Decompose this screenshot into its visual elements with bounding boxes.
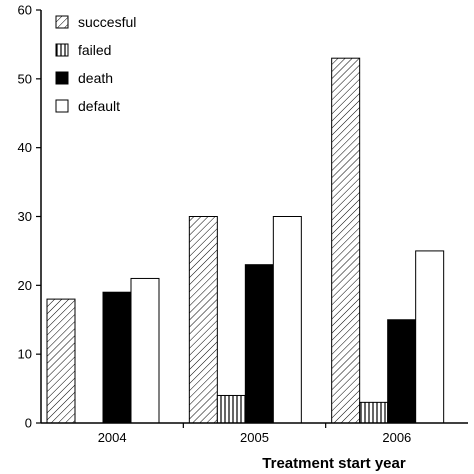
bar-death-2004: [102, 291, 132, 424]
y-axis-ticks: 0 10 20 30 40 50 60: [18, 3, 41, 431]
x-tick-label: 2004: [98, 430, 127, 445]
legend-label-death: death: [78, 70, 113, 86]
legend-swatch-succesful: [55, 15, 69, 29]
y-tick-label: 40: [18, 140, 32, 155]
bar-failed-2006: [359, 401, 389, 424]
legend-swatch-death: [55, 71, 69, 85]
legend-label-default: default: [78, 98, 120, 114]
x-axis-ticks: 2004 2005 2006: [98, 423, 411, 445]
legend-swatch-default: [55, 99, 69, 113]
y-tick-label: 30: [18, 209, 32, 224]
x-tick-label: 2006: [382, 430, 411, 445]
bar-succesful-2006: [331, 57, 361, 424]
bar-succesful-2004: [46, 298, 76, 424]
legend-swatch-failed: [55, 43, 69, 57]
bar-default-2005: [272, 216, 302, 424]
x-tick-label: 2005: [240, 430, 269, 445]
bar-succesful-2005: [188, 216, 218, 424]
x-axis-title: Treatment start year: [262, 455, 406, 472]
legend-label-failed: failed: [78, 42, 111, 58]
legend: succesful failed death default: [55, 14, 136, 114]
y-tick-label: 20: [18, 278, 32, 293]
y-tick-label: 0: [25, 416, 32, 431]
bar-default-2004: [130, 277, 160, 424]
legend-label-succesful: succesful: [78, 14, 136, 30]
y-tick-label: 60: [18, 3, 32, 18]
y-tick-label: 10: [18, 347, 32, 362]
y-tick-label: 50: [18, 71, 32, 86]
bar-default-2006: [415, 250, 445, 424]
bars: [46, 57, 445, 424]
bar-death-2006: [387, 319, 417, 424]
bar-death-2005: [244, 264, 274, 424]
bar-failed-2005: [216, 394, 246, 424]
